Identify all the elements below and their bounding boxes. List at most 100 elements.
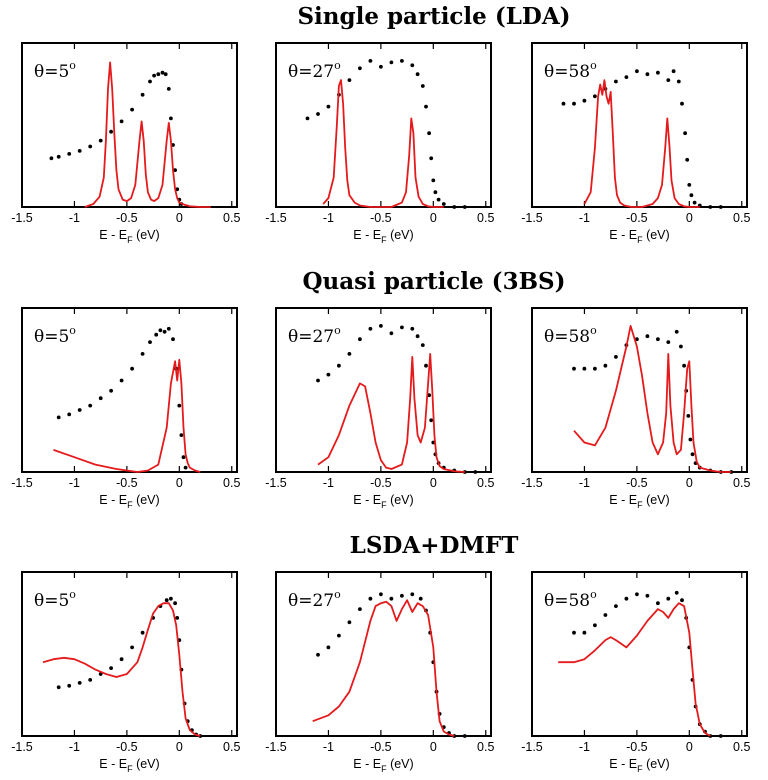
experiment-point — [671, 69, 676, 74]
experiment-point — [424, 104, 428, 109]
experiment-point — [347, 352, 352, 356]
experiment-point — [389, 60, 394, 65]
experiment-point — [561, 101, 566, 106]
experiment-point — [109, 666, 113, 670]
experiment-point — [166, 87, 171, 91]
theory-curve — [573, 325, 732, 473]
experiment-point — [427, 131, 431, 136]
x-tick-label: -1 — [69, 211, 80, 225]
experiment-point — [140, 92, 145, 97]
experiment-point — [98, 138, 103, 143]
experiment-point — [389, 331, 394, 336]
experiment-point — [56, 154, 61, 159]
experiment-point — [358, 607, 362, 611]
experiment-point — [686, 414, 691, 418]
experiment-point — [718, 734, 723, 738]
x-tick-label: -1.5 — [521, 476, 543, 490]
experiment-point — [666, 78, 671, 82]
experiment-point — [624, 596, 629, 601]
x-tick-label: -0.5 — [626, 740, 648, 754]
experiment-point — [688, 437, 693, 442]
experiment-point — [177, 403, 182, 408]
theta-label: θ=58o — [544, 324, 597, 347]
x-tick-label: -1 — [323, 740, 334, 754]
x-tick-label: 0 — [430, 740, 437, 754]
x-tick-label: -1 — [69, 740, 80, 754]
experiment-point — [624, 75, 629, 79]
experiment-point — [645, 593, 650, 598]
experiment-point — [109, 129, 113, 134]
experiment-point — [49, 156, 54, 161]
experiment-point — [603, 613, 608, 617]
experiment-point — [635, 592, 639, 597]
theory-curve — [583, 79, 700, 208]
x-axis-label: E - EF (eV) — [99, 757, 159, 774]
panel-frame — [21, 307, 238, 473]
experiment-point — [400, 593, 404, 598]
x-tick-label: 0 — [430, 211, 437, 225]
experiment-point — [676, 79, 681, 84]
experiment-point — [682, 363, 686, 368]
x-tick-label: -0.5 — [626, 476, 648, 490]
panel-r1-c0: -1.5 -1 -0.5 0 0.5 E - EF (eV) θ=5o — [11, 307, 240, 510]
x-axis-label: E - EF (eV) — [99, 228, 159, 245]
experiment-point — [140, 630, 145, 635]
experiment-point — [152, 73, 157, 78]
experiment-point — [171, 337, 175, 342]
x-tick-label: -1 — [579, 476, 590, 490]
x-axis-label: E - EF (eV) — [353, 493, 413, 510]
x-axis-label: E - EF (eV) — [609, 493, 669, 510]
theta-label: θ=58o — [544, 588, 597, 611]
experiment-point — [158, 328, 163, 333]
experiment-point — [368, 59, 373, 63]
experiment-point — [400, 325, 404, 330]
experiment-point — [635, 69, 639, 74]
experiment-point — [67, 412, 72, 417]
x-tick-label: -0.5 — [370, 211, 392, 225]
experiment-point — [358, 66, 362, 71]
experiment-point — [420, 343, 425, 347]
experiment-point — [56, 685, 61, 690]
x-tick-label: -0.5 — [116, 211, 138, 225]
panel-r0-c1: -1.5 -1 -0.5 0 0.5 E - EF (eV) θ=27o — [265, 42, 494, 245]
experiment-point — [166, 326, 171, 331]
experiment-point — [181, 455, 186, 460]
experiment-point — [680, 101, 684, 106]
experiment-point — [154, 332, 159, 337]
x-tick-label: 0.5 — [733, 740, 750, 754]
experiment-point — [88, 678, 93, 682]
experiment-point — [400, 59, 404, 63]
panel-frame — [531, 571, 748, 737]
row-title-0: Single particle (LDA) — [297, 3, 570, 30]
x-tick-label: -1.5 — [265, 476, 287, 490]
x-tick-label: 0 — [686, 211, 693, 225]
x-tick-label: -1 — [323, 476, 334, 490]
experiment-point — [683, 131, 687, 136]
x-tick-label: 0 — [176, 211, 183, 225]
experiment-point — [582, 98, 587, 103]
experiment-point — [119, 378, 124, 383]
theory-curve — [312, 599, 455, 737]
experiment-point — [109, 388, 113, 393]
experiment-point — [441, 202, 446, 206]
experiment-point — [410, 592, 415, 597]
experiment-point — [645, 72, 650, 77]
experiment-point — [433, 190, 438, 195]
experiment-point — [379, 64, 383, 69]
panel-r1-c1: -1.5 -1 -0.5 0 0.5 E - EF (eV) θ=27o — [265, 307, 494, 510]
experiment-point — [415, 72, 420, 77]
x-tick-label: 0.5 — [733, 211, 750, 225]
experiment-point — [337, 633, 341, 638]
experiment-point — [690, 452, 695, 457]
panel-r2-c2: -1.5 -1 -0.5 0 0.5 E - EF (eV) θ=58o — [521, 571, 750, 774]
experiment-point — [56, 415, 61, 420]
experiment-point — [656, 70, 660, 75]
theta-label: θ=27o — [288, 588, 341, 611]
experiment-point — [389, 596, 394, 601]
x-tick-label: -1.5 — [521, 211, 543, 225]
experiment-point — [582, 366, 587, 371]
panel-frame — [531, 307, 748, 473]
x-tick-label: 0.5 — [223, 211, 240, 225]
experiment-point — [148, 79, 152, 84]
